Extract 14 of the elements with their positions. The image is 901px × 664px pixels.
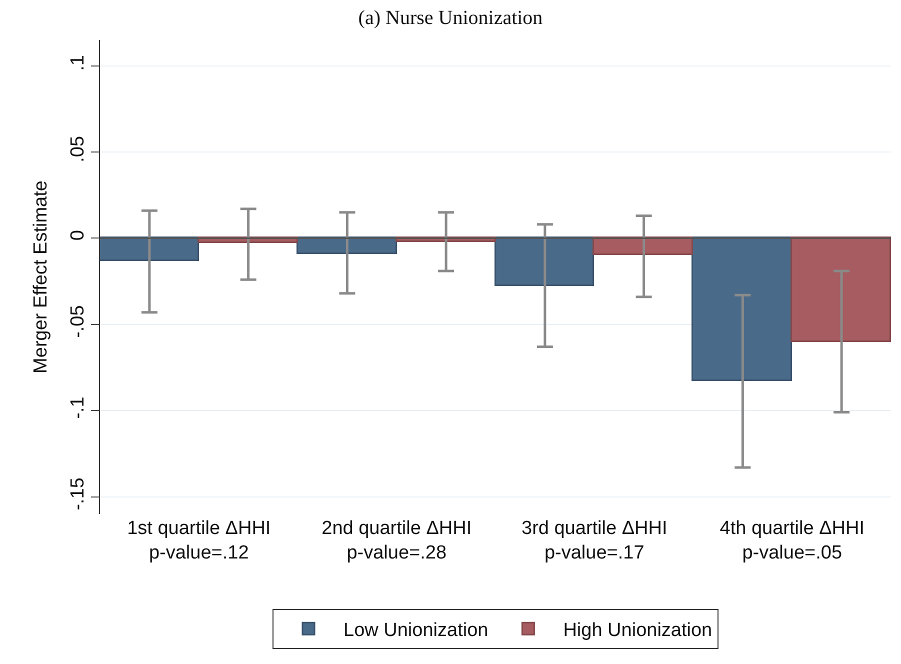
y-tick-label: -.05: [67, 305, 88, 338]
y-tick-label: -.15: [67, 478, 88, 510]
x-tick-label: 3rd quartile ΔHHI p-value=.17: [522, 518, 668, 564]
x-tick-label: 1st quartile ΔHHI p-value=.12: [127, 518, 271, 564]
x-tick-label: 4th quartile ΔHHI p-value=.05: [720, 518, 864, 564]
legend-label: Low Unionization: [344, 620, 488, 642]
legend-label: High Unionization: [563, 620, 712, 642]
chart-title: (a) Nurse Unionization: [358, 6, 543, 29]
x-tick-label: 2nd quartile ΔHHI p-value=.28: [322, 518, 472, 564]
y-tick-label: 0: [67, 230, 88, 241]
y-axis-title: Merger Effect Estimate: [30, 180, 52, 374]
y-tick-label: -.1: [67, 396, 88, 419]
y-tick-label: .1: [67, 55, 88, 71]
y-tick-label: .05: [67, 136, 88, 162]
